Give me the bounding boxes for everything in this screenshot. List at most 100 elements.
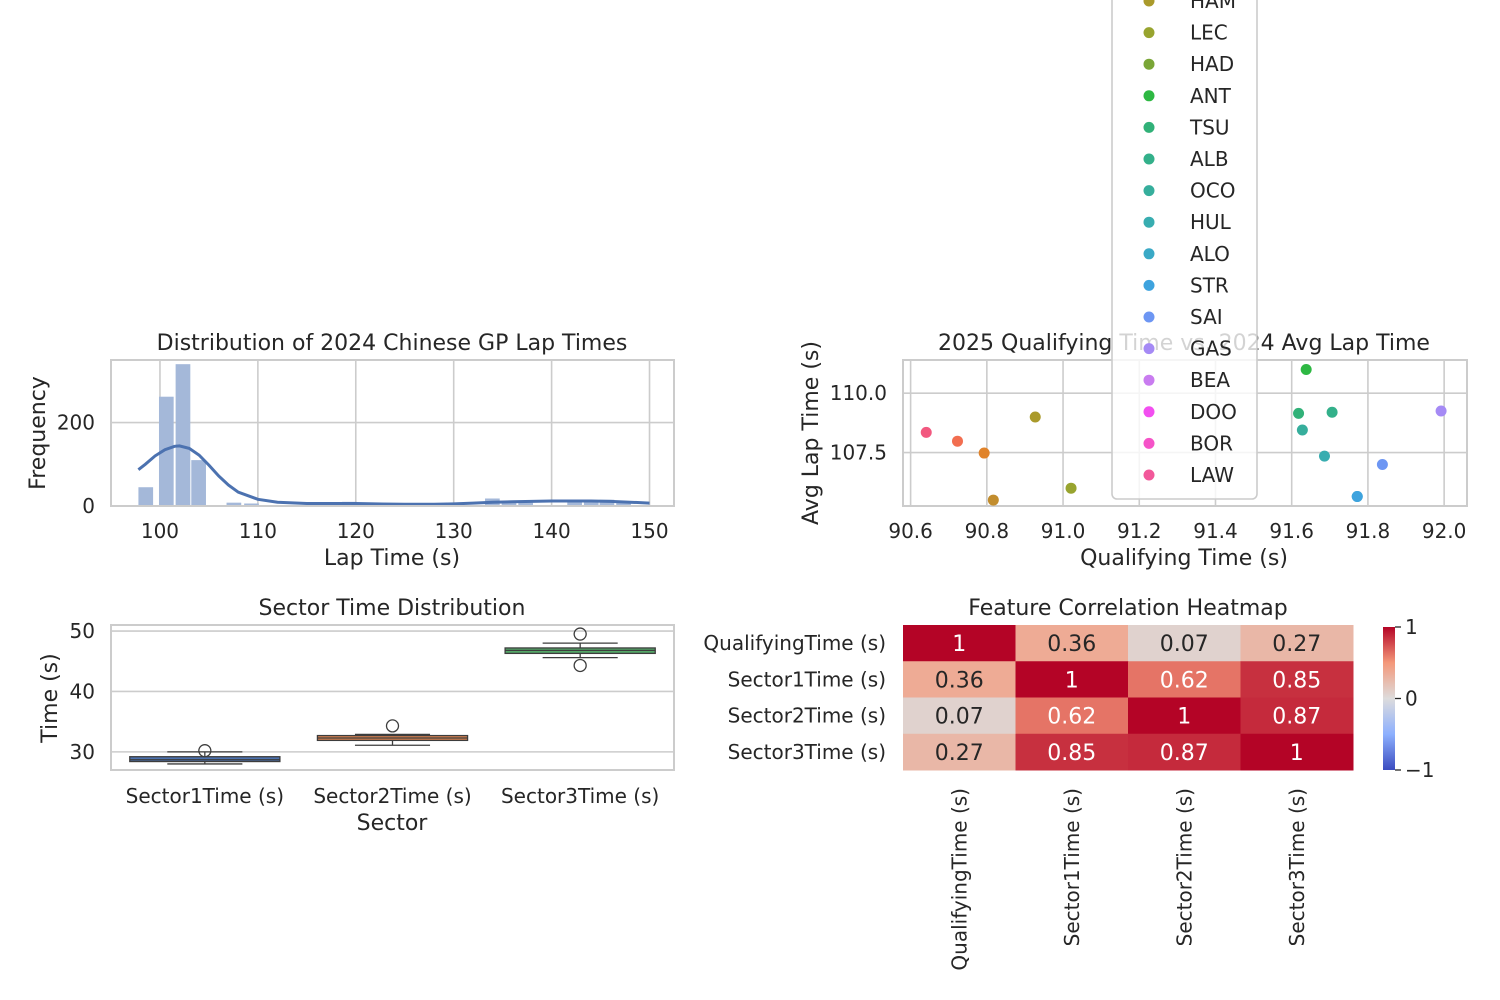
heatmap-cell-value: 1 [1177, 705, 1191, 730]
scatter-point [1326, 406, 1338, 418]
scatter-x-tick-label: 91.6 [1269, 519, 1314, 543]
scatter-legend-label: TSU [1189, 115, 1230, 139]
heatmap-cell-value: 0.36 [1047, 632, 1096, 657]
histogram-x-tick-label: 150 [630, 519, 668, 543]
scatter-panel: 90.6 90.8 91.0 91.2 91.4 91.6 91.8 92.0 107.5 110… [799, 0, 1468, 571]
histogram-bar [501, 501, 517, 506]
heatmap-cell [1240, 625, 1354, 662]
heatmap-cell-value: 0.36 [935, 668, 984, 693]
histogram-x-tick-label: 140 [533, 519, 571, 543]
heatmap-panel: 1 0.36 0.07 0.27 0.36 1 0.62 0.85 0.07 0.62 1 0.87 0… [703, 596, 1434, 971]
histogram-bar [226, 502, 242, 506]
heatmap-cell [903, 625, 1016, 662]
scatter-legend-label: BEA [1190, 368, 1230, 392]
scatter-legend-marker [1143, 58, 1155, 70]
scatter-legend-box [1111, 0, 1258, 500]
histogram-x-tick-label: 130 [435, 519, 473, 543]
scatter-point [978, 447, 990, 459]
heatmap-colorbar-ticks: 1 0 −1 [1395, 615, 1434, 782]
heatmap-cell-value: 0.87 [1160, 741, 1209, 766]
scatter-legend-marker [1143, 469, 1155, 481]
heatmap-cell [903, 697, 1016, 735]
histogram-bar [616, 502, 631, 506]
scatter-point [1296, 424, 1308, 436]
histogram-bar [138, 487, 154, 506]
heatmap-cell-value: 0.27 [935, 741, 984, 766]
scatter-point [951, 435, 963, 447]
boxplot-y-tick-label: 50 [70, 619, 95, 643]
scatter-legend-marker [1143, 279, 1155, 291]
heatmap-cell [1240, 733, 1354, 771]
boxplot-y-tick-label: 30 [70, 740, 95, 764]
heatmap-colorbar-tick-label: −1 [1405, 758, 1434, 782]
scatter-legend-label: GAS [1190, 337, 1232, 361]
scatter-points [920, 363, 1447, 506]
scatter-legend-marker [1143, 343, 1155, 355]
scatter-legend-label: ALO [1190, 242, 1230, 266]
scatter-legend-label: BOR [1190, 431, 1233, 455]
heatmap-colorbar [1383, 627, 1395, 770]
scatter-x-tick-label: 91.2 [1117, 519, 1162, 543]
histogram-panel: 100 110 120 130 140 150 0 200 Distribution of 2… [26, 331, 675, 571]
histogram-ticks: 100 110 120 130 140 150 0 200 [57, 411, 669, 543]
heatmap-y-tick-label: Sector1Time (s) [728, 667, 886, 691]
histogram-x-label: Lap Time (s) [324, 546, 460, 571]
boxplot-x-tick-label: Sector1Time (s) [126, 784, 284, 808]
scatter-legend-label: LEC [1190, 21, 1228, 45]
scatter-legend-label: DOO [1190, 400, 1237, 424]
scatter-x-tick-label: 91.0 [1041, 519, 1086, 543]
histogram-x-tick-label: 110 [239, 519, 277, 543]
histogram-bar [191, 460, 206, 506]
histogram-kde-line [137, 444, 650, 506]
heatmap-x-tick-label: Sector1Time (s) [1060, 788, 1084, 946]
heatmap-colorbar-tick-label: 0 [1405, 687, 1418, 711]
histogram-bar [244, 503, 259, 506]
heatmap-y-tick-label: Sector3Time (s) [728, 740, 886, 764]
histogram-bar [583, 502, 599, 506]
scatter-point [1435, 405, 1447, 417]
heatmap-cell-value: 1 [952, 632, 966, 657]
scatter-legend-label: ANT [1190, 84, 1232, 108]
scatter-y-label: Avg Lap Time (s) [799, 341, 824, 525]
scatter-legend-marker [1143, 374, 1155, 386]
heatmap-cell [1015, 661, 1129, 698]
scatter-legend-label: HAD [1190, 52, 1234, 76]
heatmap-cell [1015, 697, 1129, 735]
scatter-x-label: Qualifying Time (s) [1080, 546, 1288, 571]
heatmap-y-tick-label: QualifyingTime (s) [703, 631, 886, 655]
histogram-x-tick-label: 100 [141, 519, 179, 543]
scatter-legend-marker [1143, 153, 1155, 165]
scatter-x-tick-label: 91.8 [1346, 519, 1391, 543]
scatter-point [1029, 411, 1041, 423]
heatmap-cell-value: 0.87 [1272, 705, 1321, 730]
scatter-x-tick-label: 91.4 [1193, 519, 1238, 543]
boxplot-outlier [573, 658, 587, 673]
heatmap-cell-value: 0.85 [1272, 668, 1321, 693]
heatmap-cell [1240, 661, 1354, 698]
histogram-axes-frame [110, 359, 675, 507]
scatter-point [1300, 363, 1312, 375]
scatter-legend-marker [1143, 0, 1155, 7]
scatter-ticks: 90.6 90.8 91.0 91.2 91.4 91.6 91.8 92.0 107.5 110… [830, 381, 1467, 543]
histogram-bar [599, 499, 615, 506]
scatter-point [1351, 491, 1363, 503]
scatter-y-tick-label: 110.0 [830, 381, 887, 405]
boxplot-ticks: 30 40 50 Sector1Time (s) Sector2Time (s) Sect… [70, 619, 660, 808]
heatmap-cell [1240, 697, 1354, 735]
boxplot-panel: 30 40 50 Sector1Time (s) Sector2Time (s) Sect… [38, 596, 675, 836]
scatter-legend-label: STR [1190, 273, 1229, 297]
boxplot-y-tick-label: 40 [70, 679, 95, 703]
heatmap-y-tick-label: Sector2Time (s) [728, 704, 886, 728]
histogram-y-tick-label: 200 [57, 411, 95, 435]
boxplot-x-tick-label: Sector2Time (s) [313, 784, 471, 808]
scatter-legend-marker [1143, 311, 1155, 323]
boxplot-outlier [385, 719, 400, 733]
heatmap-cell [903, 733, 1016, 771]
scatter-x-tick-label: 90.6 [888, 519, 933, 543]
boxplot-outlier [573, 627, 587, 641]
scatter-legend-marker [1143, 406, 1155, 418]
heatmap-colorbar-tick-label: 1 [1405, 615, 1418, 639]
scatter-legend-marker [1143, 90, 1155, 102]
heatmap-cell [1128, 697, 1241, 735]
heatmap-x-tick-label: QualifyingTime (s) [947, 788, 971, 971]
